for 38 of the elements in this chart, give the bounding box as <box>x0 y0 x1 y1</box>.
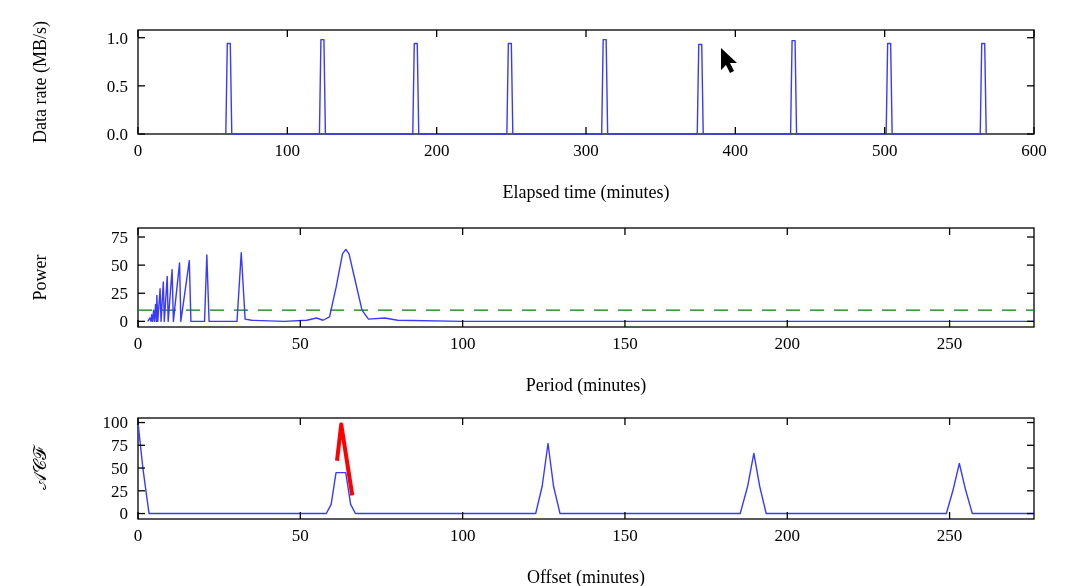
x-tick-label: 0 <box>133 141 143 160</box>
x-tick-label: 100 <box>274 141 301 160</box>
y-tick-label: 0.5 <box>106 76 128 96</box>
x-tick-label: 250 <box>936 334 963 353</box>
x-tick-label: 200 <box>774 334 801 353</box>
y-tick-label: 0 <box>119 312 128 332</box>
y-tick-label: 75 <box>111 227 128 247</box>
y-axis-title: Power <box>30 254 50 301</box>
x-tick-label: 600 <box>1021 141 1047 160</box>
y-tick-label: 25 <box>111 481 128 501</box>
x-axis-title: Offset (minutes) <box>526 567 646 586</box>
y-tick-label: 50 <box>111 256 128 276</box>
y-tick-label: 25 <box>111 284 128 304</box>
x-tick-label: 0 <box>133 334 143 353</box>
x-tick-label: 150 <box>612 526 638 545</box>
y-axis-title: Data rate (MB/s) <box>30 21 51 143</box>
x-axis-title: Elapsed time (minutes) <box>502 182 670 203</box>
x-tick-label: 200 <box>774 526 801 545</box>
y-tick-label: 75 <box>111 436 128 456</box>
x-tick-label: 0 <box>133 526 143 545</box>
y-axis-title: 𝒜𝒞ℱ <box>30 444 50 490</box>
x-tick-label: 150 <box>612 334 638 353</box>
y-tick-label: 100 <box>102 413 128 433</box>
x-tick-label: 300 <box>573 141 599 160</box>
y-tick-label: 1.0 <box>106 28 128 48</box>
y-tick-label: 50 <box>111 459 128 478</box>
y-tick-label: 0 <box>119 504 128 524</box>
x-tick-label: 50 <box>291 526 309 545</box>
x-tick-label: 200 <box>423 141 450 160</box>
x-tick-label: 100 <box>449 334 476 353</box>
y-tick-label: 0.0 <box>106 124 128 144</box>
x-tick-label: 100 <box>449 526 476 545</box>
x-tick-label: 500 <box>871 141 898 160</box>
x-tick-label: 50 <box>291 334 309 353</box>
line-series <box>225 38 987 135</box>
x-tick-label: 400 <box>722 141 749 160</box>
x-tick-label: 250 <box>936 526 963 545</box>
x-axis-title: Period (minutes) <box>525 375 647 396</box>
